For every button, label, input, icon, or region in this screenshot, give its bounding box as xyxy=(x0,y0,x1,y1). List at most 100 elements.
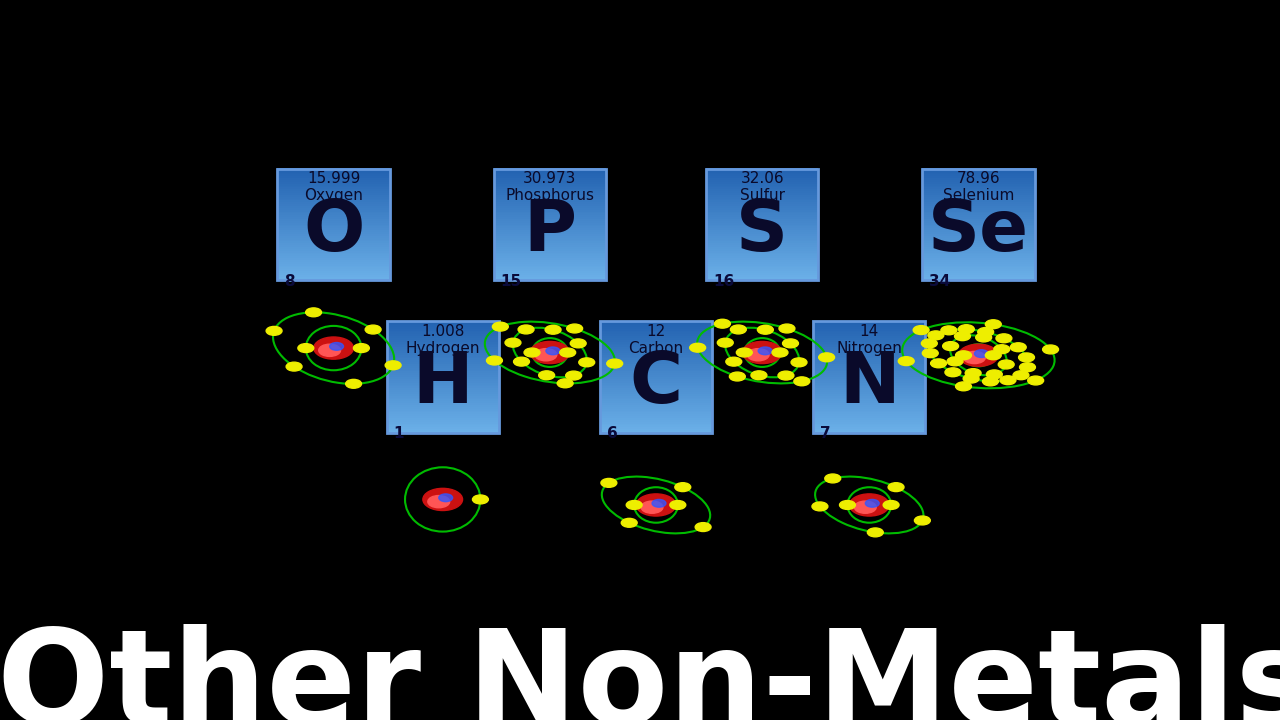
Bar xyxy=(387,393,499,396)
Text: 32.06: 32.06 xyxy=(740,171,783,186)
Bar xyxy=(387,345,499,347)
Bar xyxy=(494,198,605,200)
Bar xyxy=(278,243,390,245)
Bar xyxy=(600,343,712,346)
Circle shape xyxy=(955,332,970,341)
Bar xyxy=(813,393,925,396)
Bar xyxy=(600,431,712,433)
Circle shape xyxy=(306,308,321,317)
Circle shape xyxy=(726,357,741,366)
Bar xyxy=(600,382,712,384)
Bar xyxy=(600,423,712,426)
Circle shape xyxy=(428,495,449,508)
Bar xyxy=(494,233,605,235)
Circle shape xyxy=(986,320,1001,328)
Circle shape xyxy=(652,500,666,507)
Bar xyxy=(707,278,818,280)
Circle shape xyxy=(928,331,943,340)
Bar xyxy=(922,278,1034,280)
Bar xyxy=(278,202,390,204)
Bar xyxy=(494,235,605,238)
Bar xyxy=(278,254,390,256)
Bar xyxy=(278,211,390,213)
Bar xyxy=(278,210,390,212)
Bar xyxy=(494,179,605,182)
Circle shape xyxy=(730,372,745,381)
Bar xyxy=(922,263,1034,266)
Circle shape xyxy=(931,359,946,368)
Bar xyxy=(600,427,712,429)
Bar xyxy=(494,222,605,225)
Bar xyxy=(494,202,605,204)
Bar xyxy=(387,320,499,323)
Circle shape xyxy=(913,325,929,335)
Bar xyxy=(278,204,390,206)
Bar xyxy=(707,259,818,262)
Bar xyxy=(278,181,390,184)
Text: 6: 6 xyxy=(607,426,617,441)
Bar xyxy=(813,397,925,400)
Bar xyxy=(494,274,605,276)
Bar xyxy=(813,365,925,368)
Bar xyxy=(600,374,712,377)
Bar xyxy=(813,328,925,330)
Circle shape xyxy=(923,348,938,358)
Bar xyxy=(813,415,925,418)
Circle shape xyxy=(535,348,557,361)
Circle shape xyxy=(947,357,963,366)
Bar xyxy=(707,213,818,215)
Bar xyxy=(387,339,499,342)
Bar xyxy=(707,168,818,280)
Bar xyxy=(387,361,499,364)
Bar xyxy=(600,401,712,403)
Bar xyxy=(600,332,712,334)
Circle shape xyxy=(850,494,890,516)
Bar xyxy=(494,183,605,186)
Bar xyxy=(813,401,925,403)
Bar xyxy=(600,384,712,387)
Circle shape xyxy=(922,339,937,348)
Bar xyxy=(494,174,605,176)
Bar xyxy=(387,405,499,407)
Bar xyxy=(387,392,499,394)
Text: 7: 7 xyxy=(820,426,831,441)
Bar xyxy=(387,341,499,343)
Text: Carbon: Carbon xyxy=(628,341,684,356)
Bar xyxy=(494,261,605,264)
Circle shape xyxy=(865,500,879,507)
Bar xyxy=(600,373,712,375)
Bar xyxy=(387,338,499,340)
Circle shape xyxy=(791,358,806,366)
Bar xyxy=(387,364,499,366)
Bar xyxy=(387,390,499,392)
Bar xyxy=(494,211,605,213)
Bar xyxy=(707,181,818,184)
Bar xyxy=(600,325,712,327)
Bar xyxy=(494,189,605,191)
Bar xyxy=(707,204,818,206)
Circle shape xyxy=(748,348,769,361)
Bar xyxy=(278,185,390,187)
Bar xyxy=(278,187,390,189)
Circle shape xyxy=(513,357,530,366)
Circle shape xyxy=(566,371,581,380)
Bar xyxy=(494,256,605,258)
Text: Other Non-Metals: Other Non-Metals xyxy=(0,624,1280,720)
Bar xyxy=(494,176,605,178)
Bar xyxy=(600,341,712,343)
Text: Sulfur: Sulfur xyxy=(740,188,785,203)
Bar xyxy=(494,250,605,253)
Circle shape xyxy=(987,370,1002,379)
Text: Nitrogen: Nitrogen xyxy=(836,341,902,356)
Circle shape xyxy=(621,518,637,527)
Circle shape xyxy=(365,325,381,334)
Bar xyxy=(922,204,1034,206)
Bar xyxy=(278,222,390,225)
Bar xyxy=(278,274,390,276)
Bar xyxy=(922,210,1034,212)
Bar xyxy=(278,205,390,208)
Bar xyxy=(494,254,605,256)
Bar xyxy=(922,181,1034,184)
Circle shape xyxy=(983,377,998,386)
Text: 30.973: 30.973 xyxy=(524,171,576,186)
